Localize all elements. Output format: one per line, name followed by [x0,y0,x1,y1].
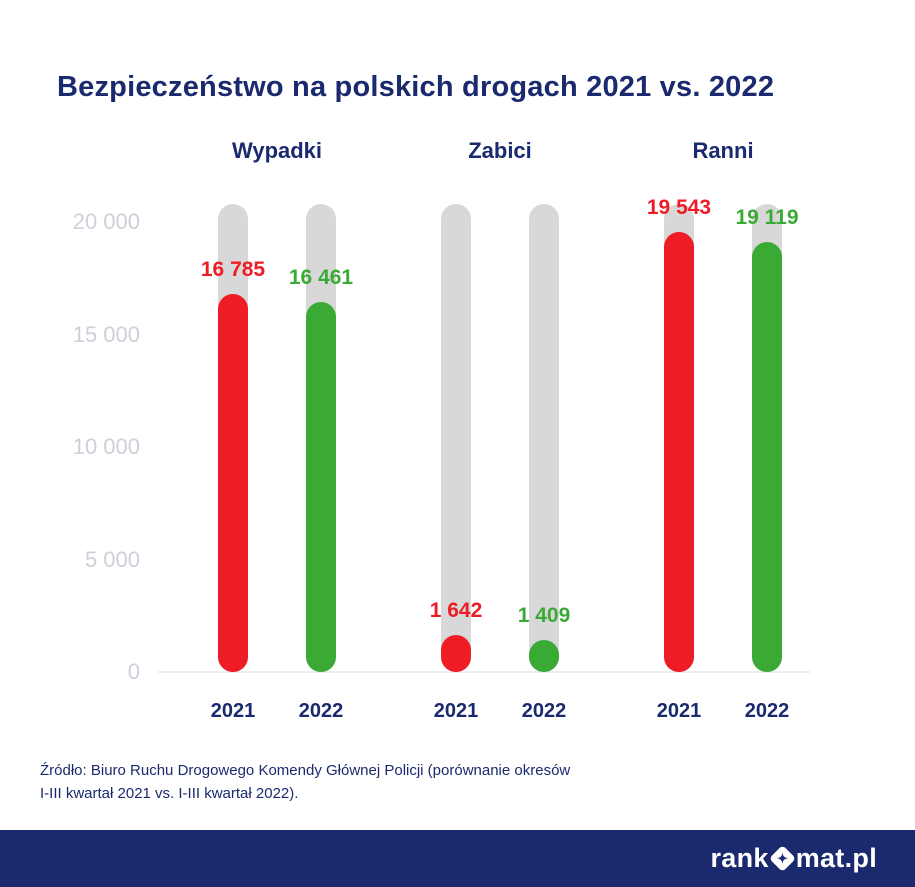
diamond-star-icon: ✦ [768,845,796,872]
bar-fill-green [529,640,559,672]
bar-wypadki-2021: 16 785 [201,204,265,672]
logo-text-suffix: mat.pl [795,843,877,873]
bar-track [529,204,559,672]
bar-zabici-2021: 1 642 [430,204,482,672]
rankomat-logo: rank ✦ mat.pl [710,843,877,874]
bar-fill-red [441,635,471,672]
y-tick-0: 0 [127,659,140,684]
group-wypadki: Wypadki 16 785 16 461 2021 2022 [201,138,353,723]
group-zabici: Zabici 1 642 1 409 2021 2022 [430,138,571,723]
group-label-wypadki: Wypadki [231,138,323,163]
source-note: Źródło: Biuro Ruchu Drogowego Komendy Gł… [40,760,570,805]
bar-fill-red [218,294,248,672]
bar-track [752,204,782,672]
value-label: 19 119 [735,206,799,229]
x-label-2021: 2021 [210,700,256,722]
x-label-2022: 2022 [521,700,567,722]
bar-track [306,204,336,672]
logo-text-prefix: rank [710,843,769,873]
source-line-1: Źródło: Biuro Ruchu Drogowego Komendy Gł… [40,762,571,779]
bar-fill-green [752,242,782,672]
page-title: Bezpieczeństwo na polskich drogach 2021 … [57,71,775,104]
y-tick-10000: 10 000 [72,434,140,459]
source-line-2: I-III kwartał 2021 vs. I-III kwartał 202… [40,784,299,802]
x-label-2021: 2021 [433,700,479,722]
bar-ranni-2021: 19 543 [647,196,711,672]
y-tick-20000: 20 000 [72,209,140,234]
bar-fill-green [306,302,336,672]
bar-ranni-2022: 19 119 [735,204,799,672]
bar-fill-red [664,232,694,672]
group-label-zabici: Zabici [468,138,532,163]
bar-zabici-2022: 1 409 [518,204,570,672]
bar-track [218,204,248,672]
bar-track [441,204,471,672]
bar-wypadki-2022: 16 461 [289,204,353,672]
x-label-2021: 2021 [656,700,702,722]
bar-track [664,204,694,672]
bar-groups: Wypadki 16 785 16 461 2021 2022 [160,138,810,723]
value-label: 1 409 [517,604,571,627]
y-tick-15000: 15 000 [72,321,140,347]
bar-chart: 20 000 15 000 10 000 5 000 0 Wypadki 16 … [0,138,915,738]
x-label-2022: 2022 [298,700,344,722]
y-axis: 20 000 15 000 10 000 5 000 0 [30,204,140,684]
value-label: 1 642 [429,599,483,622]
x-axis-baseline [158,671,810,673]
value-label: 16 785 [200,258,266,281]
x-label-2022: 2022 [744,700,790,722]
y-tick-5000: 5 000 [84,546,140,572]
group-ranni: Ranni 19 543 19 119 2021 2022 [647,138,799,723]
value-label: 16 461 [288,266,354,289]
group-label-ranni: Ranni [692,138,754,163]
footer-bar: rank ✦ mat.pl [0,830,915,887]
value-label: 19 543 [646,196,712,219]
